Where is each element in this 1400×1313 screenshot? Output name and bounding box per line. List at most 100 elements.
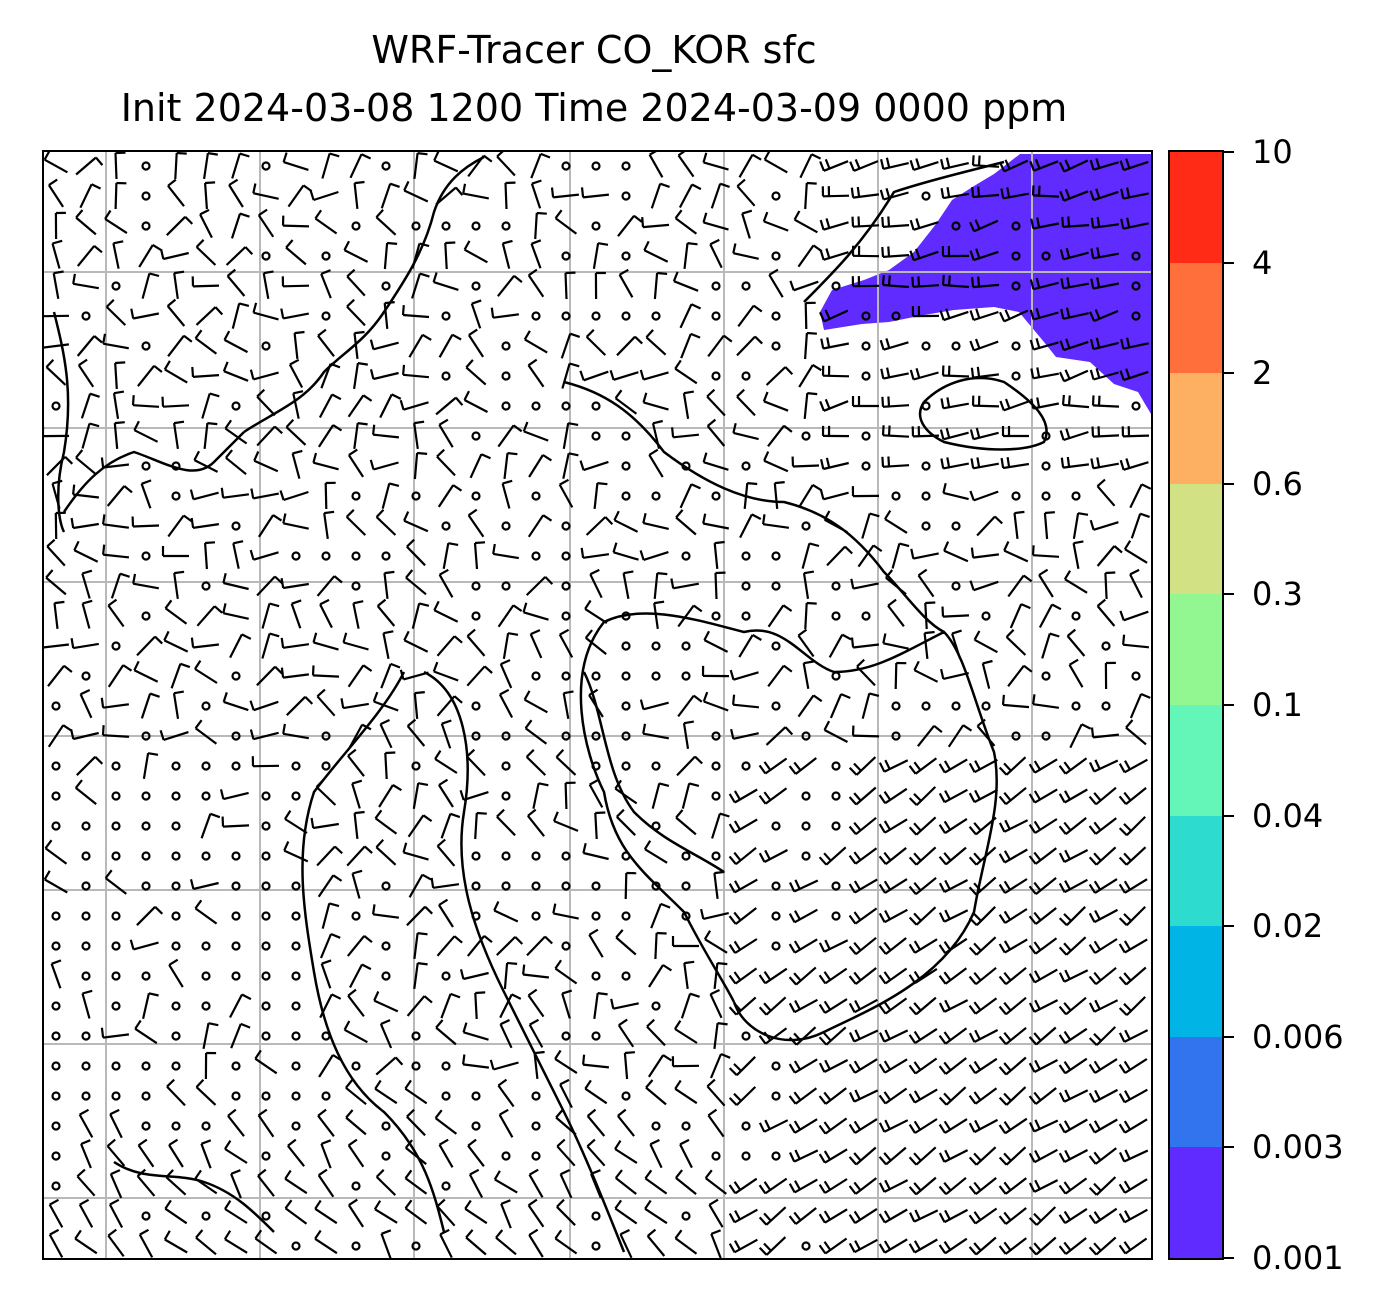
wind-barb: [914, 1238, 938, 1254]
wind-barb-calm: [471, 491, 481, 501]
wind-barb-flag: [854, 1029, 861, 1040]
wind-barb: [283, 490, 309, 502]
wind-barb-calm: [831, 281, 841, 291]
wind-barb-calm: [141, 851, 151, 861]
wind-barb-flag: [1003, 880, 1012, 891]
wind-barb-flag: [1058, 1123, 1066, 1134]
wind-barb: [855, 786, 877, 806]
wind-barb: [524, 727, 548, 745]
wind-barb-flag: [976, 457, 981, 468]
wind-barb-flag: [879, 1032, 886, 1043]
wind-barb: [318, 393, 334, 419]
wind-barb: [823, 939, 849, 953]
wind-barb-flag: [373, 991, 380, 1002]
wind-barb: [1002, 462, 1030, 470]
wind-barb: [884, 997, 908, 1015]
wind-barb-flag: [763, 1002, 772, 1012]
wind-barb: [1033, 1119, 1059, 1133]
map-panel: [42, 150, 1153, 1260]
wind-barb: [346, 935, 366, 957]
wind-barb-flag: [1033, 881, 1042, 892]
wind-barb: [72, 493, 100, 499]
wind-barb-flag: [165, 1169, 174, 1179]
wind-barb: [501, 243, 511, 269]
wind-barb-calm: [471, 281, 481, 291]
wind-barb: [75, 456, 97, 476]
wind-barb: [917, 725, 935, 747]
wind-barb-flag: [1003, 762, 1012, 772]
wind-barb: [192, 284, 220, 288]
wind-barb-flag: [101, 725, 105, 736]
wind-barb-flag: [908, 1243, 916, 1254]
wind-barb-flag: [361, 723, 372, 731]
wind-barb-flag: [223, 1230, 232, 1240]
wind-barb-flag: [513, 274, 523, 283]
wind-barb: [584, 1087, 608, 1105]
wind-barb: [433, 281, 459, 291]
wind-barb: [915, 846, 937, 866]
wind-barb-flag: [908, 1006, 917, 1016]
wind-barb-flag: [968, 1064, 977, 1074]
wind-barb: [141, 273, 151, 299]
wind-barb-flag: [1119, 1151, 1126, 1162]
wind-barb-flag: [582, 843, 587, 854]
wind-barb-flag: [908, 797, 918, 806]
wind-barb-flag: [818, 856, 828, 866]
wind-barb: [1123, 610, 1149, 622]
wind-barb-flag: [939, 429, 945, 440]
wind-barb-flag: [1141, 483, 1151, 490]
wind-barb-calm: [651, 671, 661, 681]
wind-barb-flag: [1123, 791, 1132, 802]
wind-barb-flag: [945, 308, 951, 319]
wind-barb: [353, 362, 359, 390]
wind-barb: [555, 1116, 577, 1136]
wind-barb-flag: [345, 1109, 354, 1119]
wind-barb: [107, 604, 125, 628]
wind-barb-flag: [1089, 159, 1095, 171]
wind-barb: [951, 633, 961, 659]
wind-barb: [402, 373, 430, 379]
wind-barb-flag: [1058, 793, 1066, 804]
wind-barb: [885, 937, 907, 955]
wind-barb-flag: [224, 1140, 232, 1150]
wind-barb-flag: [793, 761, 802, 771]
wind-barb: [678, 183, 694, 209]
wind-barb: [114, 362, 118, 390]
wind-barb-flag: [544, 576, 554, 585]
wind-barb-flag: [1088, 1123, 1096, 1134]
wind-barb-flag: [1088, 1214, 1097, 1224]
wind-barb: [884, 967, 908, 985]
wind-barb-flag: [347, 988, 357, 997]
wind-barb-calm: [561, 521, 571, 531]
wind-barb: [1095, 1026, 1117, 1046]
wind-barb-flag: [438, 898, 449, 906]
wind-barb: [314, 1207, 338, 1225]
wind-barb-flag: [227, 1108, 237, 1117]
wind-barb: [645, 1086, 667, 1106]
wind-barb-calm: [51, 761, 61, 771]
wind-barb: [373, 371, 399, 381]
wind-barb: [674, 1028, 698, 1044]
wind-barb-flag: [728, 1067, 738, 1076]
wind-barb: [823, 729, 849, 743]
wind-barb-flag: [1063, 913, 1072, 922]
wind-barb-flag: [646, 1018, 655, 1028]
wind-barb: [404, 1087, 428, 1105]
wind-barb-flag: [528, 1168, 539, 1176]
wind-barb: [1124, 1237, 1148, 1255]
wind-barb-flag: [694, 755, 703, 765]
wind-barb-flag: [998, 943, 1006, 954]
wind-barb-flag: [909, 1212, 916, 1223]
wind-barb-flag: [561, 989, 573, 995]
wind-barb-flag: [1004, 159, 1011, 170]
wind-barb-flag: [938, 855, 947, 866]
wind-barb-flag: [462, 183, 467, 194]
wind-barb-flag: [559, 628, 570, 636]
wind-barb: [617, 1024, 635, 1048]
wind-barb-flag: [887, 456, 891, 467]
wind-barb: [915, 906, 937, 926]
wind-barb-flag: [883, 851, 892, 862]
wind-barb-flag: [362, 394, 373, 402]
wind-barb-flag: [944, 1209, 951, 1220]
wind-barb: [913, 552, 939, 560]
